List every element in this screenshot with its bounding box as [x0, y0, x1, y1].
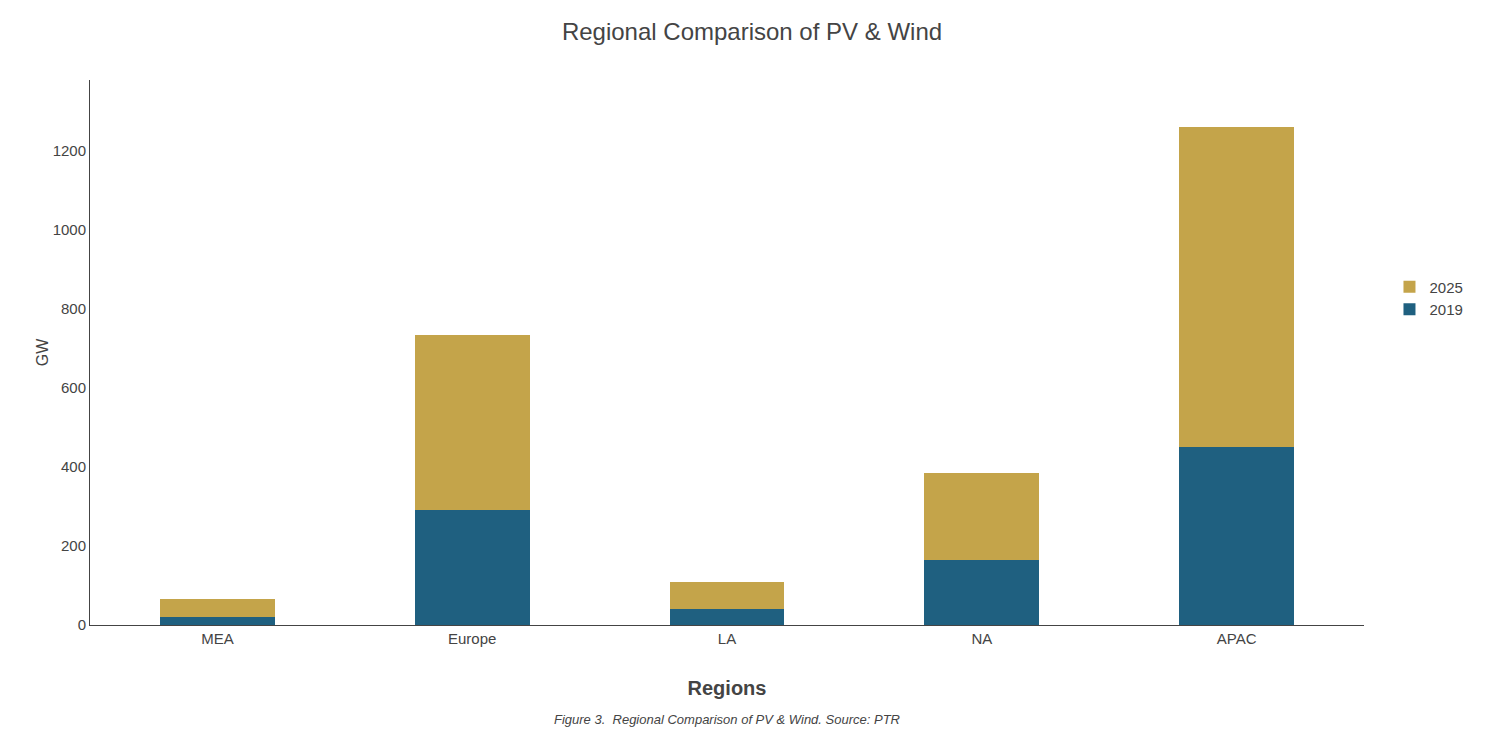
svg-text:NA: NA [971, 630, 992, 647]
svg-text:LA: LA [718, 630, 736, 647]
svg-text:APAC: APAC [1217, 630, 1257, 647]
svg-text:800: 800 [61, 300, 86, 317]
svg-text:1200: 1200 [53, 142, 86, 159]
svg-text:MEA: MEA [201, 630, 234, 647]
svg-text:Figure 3. Regional Comparison: Figure 3. Regional Comparison of PV & Wi… [554, 712, 900, 727]
svg-text:Regional Comparison of PV & Wi: Regional Comparison of PV & Wind [562, 18, 942, 45]
svg-text:400: 400 [61, 458, 86, 475]
svg-text:600: 600 [61, 379, 86, 396]
svg-text:200: 200 [61, 537, 86, 554]
svg-text:1000: 1000 [53, 221, 86, 238]
svg-text:GW: GW [34, 338, 51, 366]
svg-text:0: 0 [78, 616, 86, 633]
svg-text:Europe: Europe [448, 630, 496, 647]
svg-text:2025: 2025 [1429, 279, 1462, 296]
svg-text:2019: 2019 [1429, 301, 1462, 318]
svg-text:Regions: Regions [688, 677, 767, 699]
